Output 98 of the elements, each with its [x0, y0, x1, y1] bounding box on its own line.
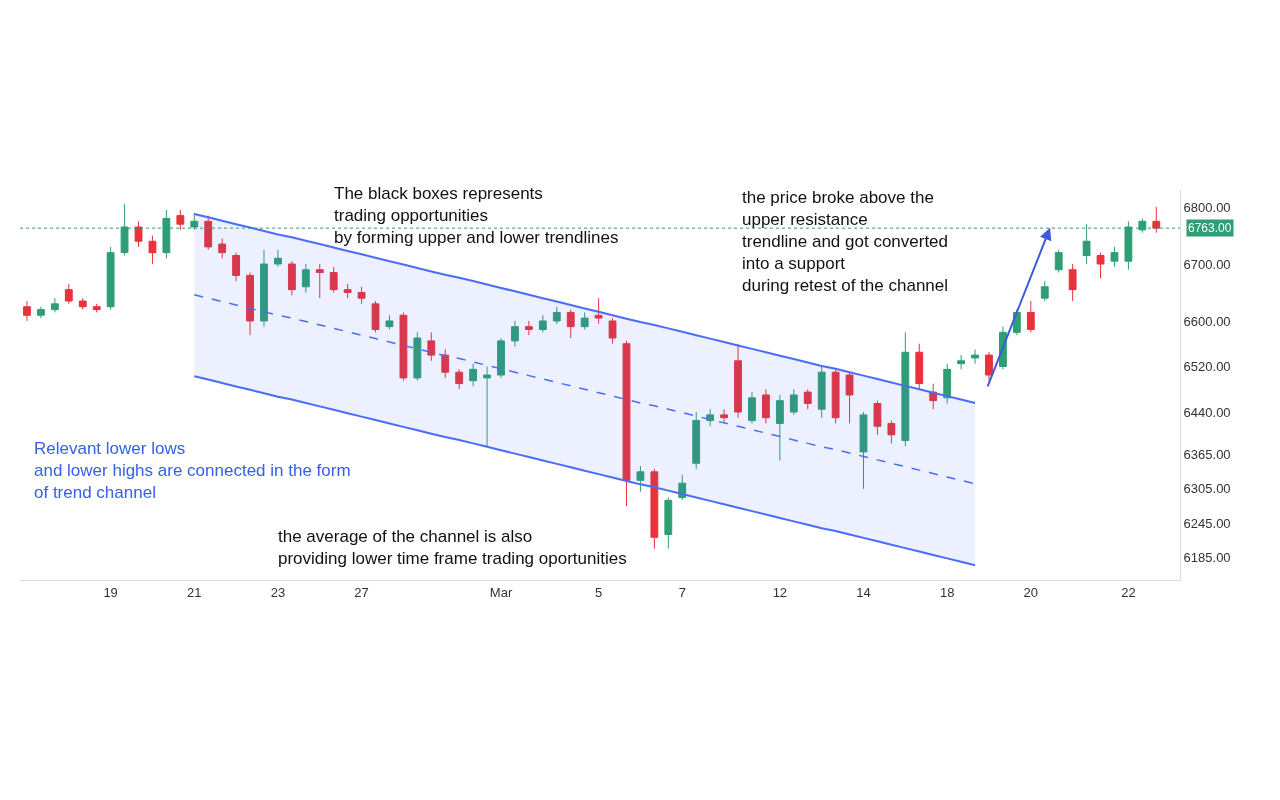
candlestick: [455, 368, 464, 390]
candlestick: [1110, 246, 1119, 268]
x-tick-label: 12: [772, 584, 788, 600]
candlestick: [37, 306, 45, 319]
candlestick: [343, 283, 352, 299]
candlestick: [441, 348, 450, 379]
candlestick: [1054, 249, 1063, 274]
y-tick-label: 6305.00: [1183, 481, 1231, 497]
x-tick-label: 18: [939, 584, 955, 600]
y-tick-label: 6800.00: [1183, 199, 1231, 215]
candlestick: [483, 366, 491, 447]
candlestick: [943, 363, 952, 404]
candlestick: [845, 371, 854, 424]
candlestick: [775, 394, 784, 461]
ref-line-label: 6763.00: [1188, 221, 1232, 235]
candlestick: [748, 391, 756, 424]
candlestick: [1068, 263, 1077, 302]
candlestick: [260, 249, 268, 328]
candlestick: [594, 297, 603, 325]
candlestick: [622, 340, 631, 507]
candlestick: [92, 303, 101, 313]
annotation: The black boxes represents trading opportunities by forming upper and lower trendlines: [334, 184, 619, 248]
candlestick: [148, 235, 157, 265]
candlestick: [329, 266, 338, 293]
candlestick: [608, 317, 617, 345]
candlestick: [1096, 252, 1105, 279]
x-tick-label: 21: [187, 584, 202, 600]
candlestick: [357, 286, 366, 305]
candlestick: [789, 388, 798, 416]
candlestick: [538, 314, 547, 333]
candlestick: [427, 331, 436, 362]
candlestick: [803, 388, 812, 410]
candlestick: [274, 249, 282, 268]
x-tick-label: 14: [856, 584, 871, 600]
annotation: the price broke above the upper resistance trendline and got converted into a support during retest of the channel: [742, 188, 949, 296]
candlestick: [580, 311, 589, 330]
y-tick-label: 6365.00: [1183, 447, 1231, 463]
x-tick-label: 23: [270, 584, 286, 600]
candlestick: [985, 351, 993, 382]
candlestick: [762, 388, 770, 424]
candlestick: [859, 411, 868, 490]
candlestick: [301, 263, 310, 293]
candlestick: [706, 408, 715, 427]
annotation: Relevant lower lows and lower highs are connected in the form of trend channel: [34, 439, 351, 503]
candlestick: [566, 309, 575, 339]
y-tick-label: 6600.00: [1183, 313, 1231, 329]
candlestick: [817, 366, 826, 419]
candlestick: [204, 215, 213, 251]
candlestick: [176, 209, 185, 231]
candlestick: [552, 306, 561, 325]
candlestick: [650, 468, 659, 550]
candlestick: [1040, 280, 1049, 302]
candlestick: [734, 343, 742, 419]
candlestick: [232, 252, 241, 282]
candlestick: [1152, 206, 1161, 234]
y-tick-label: 6245.00: [1183, 515, 1231, 531]
x-tick-label: 22: [1121, 584, 1136, 600]
candlestick: [957, 354, 966, 370]
x-tick-label: 27: [354, 584, 369, 600]
annotation: the average of the channel is also providing lower time frame trading oportunities: [278, 527, 627, 569]
candlestick: [887, 420, 896, 444]
candlestick: [511, 320, 519, 348]
candlestick: [78, 297, 87, 311]
candlestick: [399, 311, 408, 382]
candlestick: [664, 496, 673, 550]
candlestick: [371, 300, 380, 333]
candlestick: [385, 314, 394, 330]
candlestick: [497, 337, 505, 379]
candlestick: [315, 263, 324, 299]
candlestick: [134, 220, 143, 248]
candlestick: [413, 331, 422, 382]
y-tick-label: 6185.00: [1183, 549, 1231, 565]
x-tick-label: 7: [678, 584, 686, 600]
candlestick: [901, 331, 910, 447]
candlestick: [246, 272, 254, 336]
x-tick-label: 19: [103, 584, 118, 600]
candlestick: [469, 363, 478, 387]
candlestick: [915, 343, 924, 390]
candlestick: [287, 260, 296, 296]
candlestick: [873, 400, 882, 436]
candlestick: [971, 348, 979, 365]
candlestick: [1026, 300, 1035, 333]
candlestick: [64, 283, 73, 305]
candlestick: [524, 320, 533, 336]
candlestick: [106, 246, 115, 311]
y-tick-label: 6700.00: [1183, 256, 1231, 272]
candlestick: [831, 368, 840, 424]
x-tick-label: 20: [1023, 584, 1039, 600]
candlestick: [636, 465, 645, 493]
candlestick: [50, 297, 59, 313]
candlestick: [720, 408, 728, 424]
y-tick-label: 6520.00: [1183, 359, 1231, 375]
x-tick-label: 5: [594, 584, 603, 600]
candlestick: [218, 237, 227, 259]
y-tick-label: 6440.00: [1183, 404, 1231, 420]
candlestick: [692, 411, 701, 470]
x-tick-label: Mar: [489, 584, 513, 600]
candlestick: [23, 300, 31, 322]
